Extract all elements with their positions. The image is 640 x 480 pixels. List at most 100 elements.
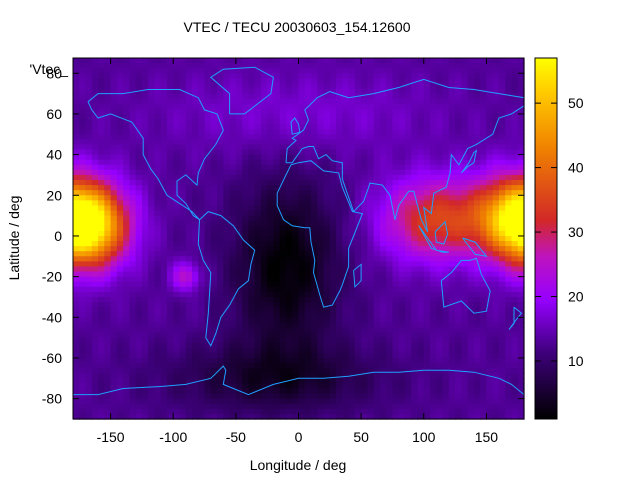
- heatmap-cell: [480, 337, 488, 344]
- heatmap-cell: [517, 241, 525, 247]
- heatmap-cell: [123, 393, 130, 400]
- heatmap-cell: [473, 68, 481, 74]
- heatmap-cell: [467, 291, 475, 298]
- heatmap-cell: [260, 225, 268, 232]
- heatmap-cell: [110, 230, 118, 237]
- heatmap-cell: [455, 63, 462, 69]
- heatmap-cell: [298, 180, 306, 186]
- heatmap-cell: [242, 332, 249, 339]
- heatmap-cell: [79, 103, 87, 110]
- heatmap-cell: [379, 281, 387, 288]
- heatmap-cell: [417, 363, 425, 369]
- heatmap-cell: [116, 266, 124, 273]
- heatmap-cell: [404, 108, 412, 115]
- heatmap-cell: [317, 235, 325, 242]
- heatmap-cell: [517, 312, 525, 318]
- heatmap-cell: [386, 342, 394, 349]
- heatmap-cell: [279, 144, 287, 151]
- heatmap-cell: [417, 383, 425, 390]
- heatmap-cell: [91, 291, 99, 298]
- heatmap-cell: [154, 307, 162, 313]
- heatmap-cell: [217, 342, 224, 349]
- heatmap-cell: [436, 261, 444, 268]
- heatmap-cell: [386, 93, 394, 100]
- heatmap-cell: [336, 63, 343, 69]
- heatmap-cell: [192, 408, 199, 415]
- heatmap-cell: [104, 174, 112, 181]
- heatmap-cell: [304, 363, 312, 369]
- heatmap-cell: [404, 276, 412, 283]
- heatmap-cell: [436, 185, 444, 191]
- heatmap-cell: [292, 225, 300, 232]
- heatmap-cell: [448, 368, 456, 374]
- heatmap-cell: [448, 200, 456, 207]
- heatmap-cell: [185, 363, 193, 369]
- heatmap-cell: [91, 83, 99, 90]
- heatmap-cell: [198, 322, 206, 329]
- heatmap-cell: [116, 388, 124, 395]
- heatmap-cell: [104, 317, 112, 323]
- heatmap-cell: [505, 129, 513, 135]
- heatmap-cell: [404, 154, 412, 161]
- heatmap-cell: [260, 185, 268, 191]
- heatmap-cell: [248, 88, 256, 95]
- heatmap-cell: [210, 113, 218, 120]
- heatmap-cell: [323, 98, 331, 105]
- heatmap-cell: [511, 88, 519, 95]
- heatmap-cell: [217, 296, 224, 303]
- heatmap-cell: [123, 58, 130, 64]
- heatmap-cell: [304, 368, 312, 374]
- heatmap-cell: [248, 174, 256, 181]
- heatmap-cell: [442, 276, 450, 283]
- heatmap-cell: [367, 134, 375, 140]
- heatmap-cell: [154, 363, 162, 369]
- heatmap-cell: [398, 302, 406, 308]
- heatmap-cell: [392, 169, 400, 176]
- heatmap-cell: [91, 241, 99, 247]
- heatmap-cell: [254, 352, 262, 359]
- heatmap-cell: [323, 251, 331, 257]
- heatmap-cell: [467, 180, 475, 186]
- heatmap-cell: [461, 281, 469, 288]
- heatmap-cell: [85, 337, 93, 344]
- heatmap-cell: [79, 200, 87, 207]
- heatmap-cell: [192, 276, 199, 283]
- heatmap-cell: [336, 164, 343, 171]
- heatmap-cell: [242, 169, 249, 176]
- heatmap-cell: [323, 149, 331, 156]
- heatmap-cell: [198, 119, 206, 125]
- heatmap-cell: [398, 73, 406, 79]
- heatmap-cell: [129, 215, 137, 222]
- heatmap-cell: [404, 398, 412, 405]
- heatmap-cell: [373, 393, 381, 400]
- heatmap-cell: [473, 342, 481, 349]
- heatmap-cell: [273, 342, 281, 349]
- heatmap-cell: [323, 83, 331, 90]
- heatmap-cell: [430, 103, 437, 110]
- heatmap-cell: [517, 393, 525, 400]
- heatmap-cell: [354, 149, 362, 156]
- heatmap-cell: [135, 215, 143, 222]
- heatmap-cell: [179, 246, 187, 252]
- heatmap-cell: [342, 296, 350, 303]
- heatmap-cell: [254, 302, 262, 308]
- heatmap-cell: [285, 403, 293, 410]
- heatmap-cell: [73, 134, 80, 140]
- heatmap-cell: [110, 185, 118, 191]
- heatmap-cell: [198, 63, 206, 69]
- heatmap-cell: [398, 124, 406, 130]
- heatmap-cell: [179, 271, 187, 278]
- heatmap-cell: [129, 398, 137, 405]
- heatmap-cell: [292, 119, 300, 125]
- heatmap-cell: [273, 352, 281, 359]
- heatmap-cell: [411, 200, 419, 207]
- heatmap-cell: [392, 58, 400, 64]
- heatmap-cell: [104, 296, 112, 303]
- heatmap-cell: [511, 180, 519, 186]
- heatmap-cell: [386, 164, 394, 171]
- heatmap-cell: [298, 88, 306, 95]
- heatmap-cell: [473, 312, 481, 318]
- heatmap-cell: [235, 215, 243, 222]
- heatmap-cell: [98, 291, 105, 298]
- heatmap-cell: [354, 352, 362, 359]
